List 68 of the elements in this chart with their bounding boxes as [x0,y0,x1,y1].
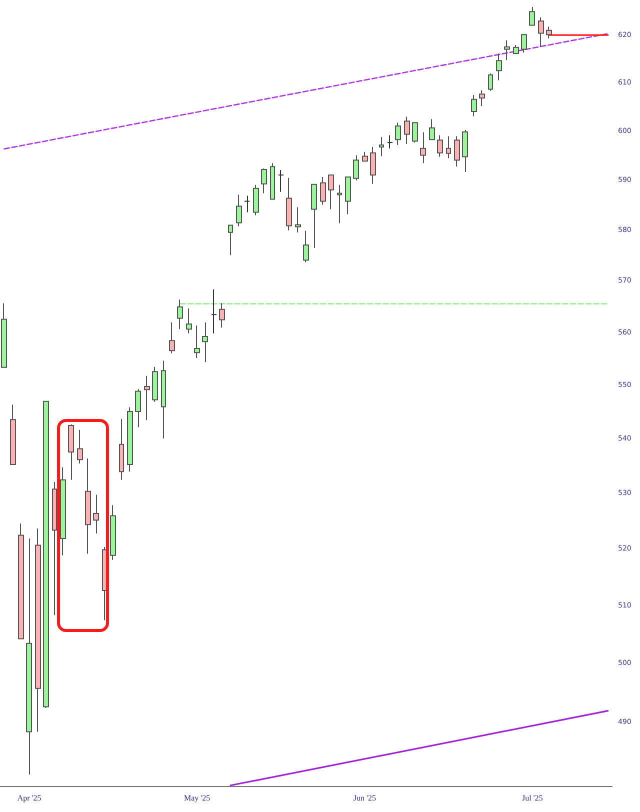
candlestick [412,122,418,144]
candlestick [387,134,393,149]
x-tick-label: Jun '25 [353,794,376,802]
candlestick [261,168,267,194]
candlestick [35,528,41,732]
candlestick [135,388,141,428]
candlestick [529,6,535,26]
candlestick [186,308,192,334]
candlestick [278,170,284,192]
candlestick [253,184,259,216]
candlestick [10,404,16,466]
candlestick [286,177,292,231]
candlestick [471,94,477,117]
candlestick [479,90,485,107]
candlestick [311,184,317,248]
candlestick [546,26,552,39]
candlestick [60,466,66,556]
candlestick [68,424,74,480]
candlestick [496,53,502,81]
candlestick [429,118,435,140]
candlestick [353,154,359,181]
candlestick [328,174,334,210]
candlestick [169,322,175,354]
candlestick [202,322,208,363]
candlestick [43,400,49,708]
candlestick [513,44,519,55]
candlestick [404,116,410,145]
candlestick [1,302,7,368]
candlestick [244,195,250,213]
candlestick [420,132,426,164]
candlestick [26,538,32,775]
x-tick-label: May '25 [184,794,210,802]
candlestick [211,288,217,334]
candlestick [362,151,368,162]
candlestick [219,302,225,328]
candlestick [144,375,150,421]
x-tick-label: Jul '25 [522,794,543,802]
candlestick [462,129,468,173]
candlestick [236,194,242,227]
candlestick [337,184,342,224]
candlestick [127,406,133,472]
candlestick [538,16,544,48]
candlestick [446,136,451,159]
candlestick [152,366,158,402]
candlestick [379,136,384,157]
x-tick-label: Apr '25 [17,794,42,802]
candlestick [228,224,233,256]
candlestick [18,522,24,640]
candlestick [93,494,99,534]
candlestick [437,134,443,158]
candlestick [77,429,83,464]
candlestick [110,504,116,560]
candlestick [52,482,57,616]
candlestick [295,206,301,233]
candlestick [454,136,460,168]
candlestick [194,325,200,358]
candlestick [270,162,275,200]
candlestick [504,40,510,61]
candlestick [85,458,91,554]
candlestick [303,230,309,263]
candlestick [119,418,124,480]
candlestick [488,73,493,92]
candlestick [320,176,326,206]
candlestick [521,34,527,54]
candlestick [161,360,166,439]
candlestick [345,176,351,215]
candlestick [370,146,376,184]
candlestick [395,122,401,146]
